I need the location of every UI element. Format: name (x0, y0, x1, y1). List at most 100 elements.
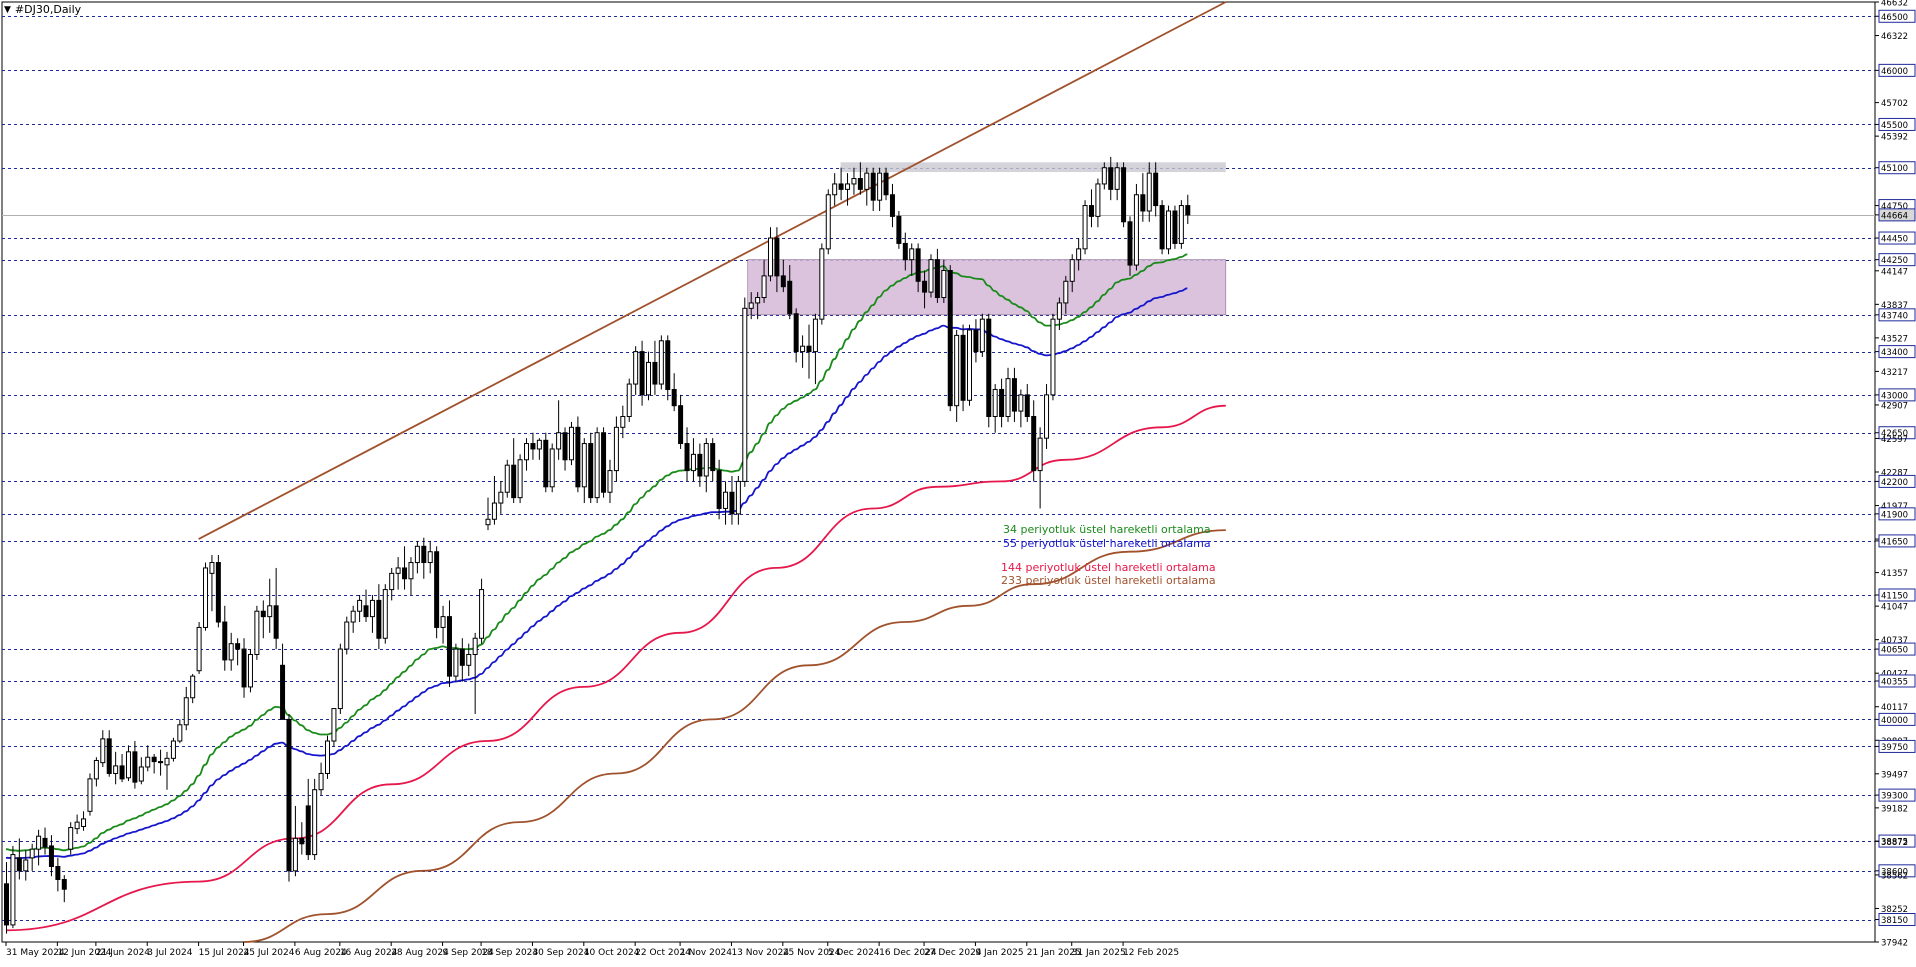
y-axis: 46632 46500 46322 46000 45702 45500 45392 45100… (1875, 0, 1916, 949)
x-tick-label: 13 Nov 2024 (731, 948, 789, 958)
candle (48, 835, 54, 877)
candle-body (177, 724, 183, 742)
y-tick-label: 40000 (1881, 716, 1908, 726)
price-tag (1878, 588, 1916, 602)
y-tick-label: 40650 (1881, 646, 1908, 656)
price-tag (1878, 231, 1916, 245)
candle (1018, 389, 1024, 428)
y-tick-label: 40355 (1881, 677, 1908, 687)
candle (466, 643, 472, 677)
candle-body (767, 237, 773, 277)
price-tag (1878, 712, 1916, 726)
candle-body (286, 718, 292, 872)
dropdown-arrow-icon[interactable]: ▼ (4, 4, 11, 15)
candle-body (992, 388, 998, 418)
candle-body (626, 383, 632, 418)
candle (703, 438, 709, 493)
candle (408, 557, 414, 595)
candle-body (581, 443, 587, 488)
candle (825, 189, 831, 255)
price-tag (1878, 864, 1916, 878)
candle-body (36, 835, 42, 850)
y-tick-label: 38252 (1881, 905, 1908, 915)
x-tick-label: 16 Dec 2024 (879, 948, 937, 958)
candle-body (1088, 205, 1094, 217)
candle-body (883, 172, 889, 196)
candle-body (530, 443, 536, 450)
candle (780, 259, 786, 293)
y-tick-label: 45100 (1881, 164, 1908, 174)
candle (1011, 367, 1017, 422)
candle-body (350, 610, 356, 623)
candle-body (87, 778, 93, 812)
candle-body (74, 821, 80, 830)
candle-body (1114, 167, 1120, 190)
candle (896, 210, 902, 249)
candle-body (395, 567, 401, 574)
x-tick-label: 1 Nov 2024 (680, 948, 732, 958)
candle (581, 438, 587, 504)
candle (504, 459, 510, 498)
candle (363, 589, 369, 623)
candle-body (543, 439, 549, 488)
candle-body (164, 757, 170, 766)
y-tick-label: 46500 (1881, 13, 1908, 23)
candle (1140, 173, 1146, 222)
candle (607, 459, 613, 504)
candle-body (646, 361, 651, 396)
candle-body (196, 626, 202, 672)
candle (620, 405, 626, 439)
y-tick-label: 41047 (1881, 603, 1908, 613)
candle-body (761, 275, 767, 299)
candle (973, 319, 979, 363)
candle-body (742, 307, 748, 482)
chart-title-bar[interactable]: ▼ #DJ30,Daily (4, 3, 81, 16)
y-tick-label: 42597 (1881, 435, 1908, 445)
y-tick-label: 39300 (1881, 792, 1908, 802)
candle (960, 324, 966, 412)
candle (947, 265, 953, 412)
y-tick-label: 39182 (1881, 804, 1908, 814)
candle (203, 562, 209, 631)
candle (286, 713, 292, 882)
candle-body (318, 772, 324, 791)
candle (389, 567, 395, 601)
candle (1076, 238, 1082, 271)
y-tick-label: 37942 (1881, 939, 1908, 949)
candle (170, 737, 176, 762)
y-tick-label: 41357 (1881, 569, 1908, 579)
candle (247, 649, 253, 693)
candle (312, 778, 318, 861)
x-tick-label: 25 Nov 2024 (783, 948, 841, 958)
candle-body (665, 340, 671, 390)
candle-body (113, 765, 119, 774)
candle-body (434, 551, 440, 628)
candle-body (594, 432, 600, 499)
candle (1166, 205, 1172, 255)
candle (1056, 297, 1062, 330)
candle (838, 167, 844, 201)
candle-body (299, 837, 305, 845)
grid-lines (2, 16, 1875, 921)
candle (1005, 367, 1011, 422)
candle (568, 421, 574, 466)
y-tick-label: 42650 (1881, 429, 1908, 439)
candle (633, 346, 639, 395)
candle (665, 335, 671, 401)
candle (421, 537, 427, 579)
candle-body (979, 318, 985, 353)
candle-body (954, 334, 960, 407)
candle (999, 378, 1005, 428)
candle-body (222, 621, 228, 661)
candle-body (716, 470, 722, 509)
candle-body (344, 621, 350, 650)
y-tick-label: 44450 (1881, 235, 1908, 245)
ema-legend: 34 periyotluk üstel hareketli ortalama55… (1001, 523, 1216, 587)
y-tick-label: 42200 (1881, 478, 1908, 488)
candle-body (703, 443, 709, 477)
candle-body (524, 443, 530, 461)
ema34-line (5, 253, 1188, 852)
candle (774, 227, 780, 293)
candle (517, 454, 523, 504)
